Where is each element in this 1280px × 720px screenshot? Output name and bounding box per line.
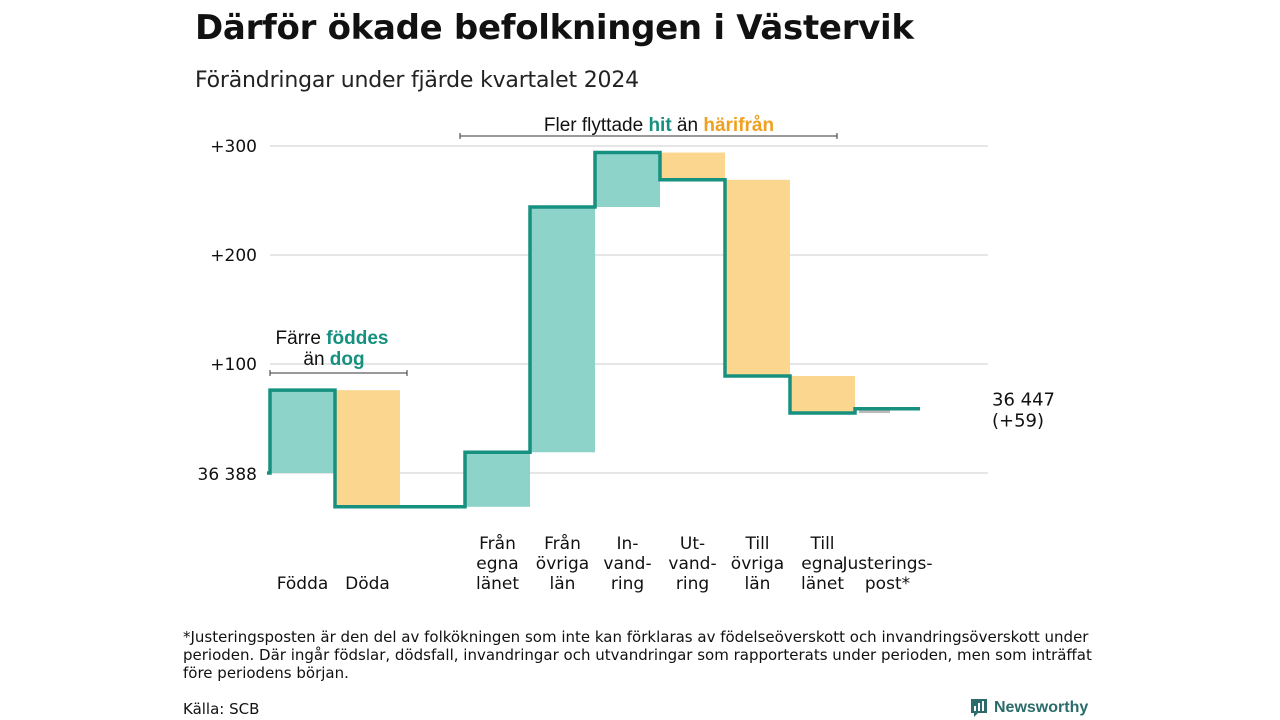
footnote: *Justeringsposten är den del av folkökni… [183,628,1092,682]
annotation-births-deaths: än dog [303,349,364,370]
end-value-label: (+59) [992,411,1044,432]
annotation-text: än [303,349,329,370]
category-label: Justerings- [841,554,932,574]
category-label: Till [809,534,834,554]
category-label: Från [479,533,516,554]
category-label: Ut- [680,534,705,554]
annotation-text: Fler flyttade [544,115,649,136]
annotation-highlight: härifrån [703,115,774,136]
waterfall-bar [270,390,335,473]
annotation-highlight: hit [648,115,672,136]
category-label: Från [544,533,581,554]
waterfall-bar [725,179,790,376]
category-label: Till [744,534,769,554]
y-tick-label: +300 [210,137,257,157]
waterfall-bar [859,408,890,414]
category-label: vand- [668,554,716,574]
category-label: Döda [345,574,390,594]
category-label: In- [617,534,639,554]
chart-title: Därför ökade befolkningen i Västervik [195,8,914,48]
category-label: Födda [277,574,329,594]
waterfall-bar [660,152,725,180]
brand-logo[interactable]: Newsworthy [970,697,1088,719]
category-label: övriga [536,554,589,574]
newsworthy-logo-icon [971,699,987,717]
waterfall-bar [595,152,660,208]
category-label: övriga [731,554,784,574]
category-label: egna [801,554,843,574]
start-value-label: 36 388 [198,465,257,485]
y-tick-label: +100 [210,355,257,375]
category-label: egna [476,554,518,574]
category-label: ring [611,574,644,594]
annotation-births-deaths: Färre föddes [276,328,389,349]
waterfall-bar [790,375,855,414]
category-label: län [550,574,576,594]
category-label: länet [476,574,519,594]
source-note: Källa: SCB [183,700,260,718]
annotation-highlight: dog [330,349,365,370]
category-label: ring [676,574,709,594]
category-label: post* [865,574,910,594]
category-label: länet [801,574,844,594]
category-label: län [745,574,771,594]
brand-name: Newsworthy [994,699,1089,716]
annotation-migration: Fler flyttade hit än härifrån [544,115,774,136]
waterfall-bar [335,390,400,507]
chart-subtitle: Förändringar under fjärde kvartalet 2024 [195,68,639,93]
annotation-text: än [672,115,704,136]
y-tick-label: +200 [210,246,257,266]
waterfall-bar [465,452,530,507]
annotation-text: Färre [276,328,327,349]
waterfall-bar [530,207,595,453]
category-label: vand- [603,554,651,574]
annotation-highlight: föddes [326,328,388,349]
cumulative-step-line [267,150,920,509]
waterfall-chart: +100 +200 +300 36 388 36 447(+59) Födda Döda Fr… [198,115,1055,594]
end-value-label: 36 447 [992,390,1055,411]
